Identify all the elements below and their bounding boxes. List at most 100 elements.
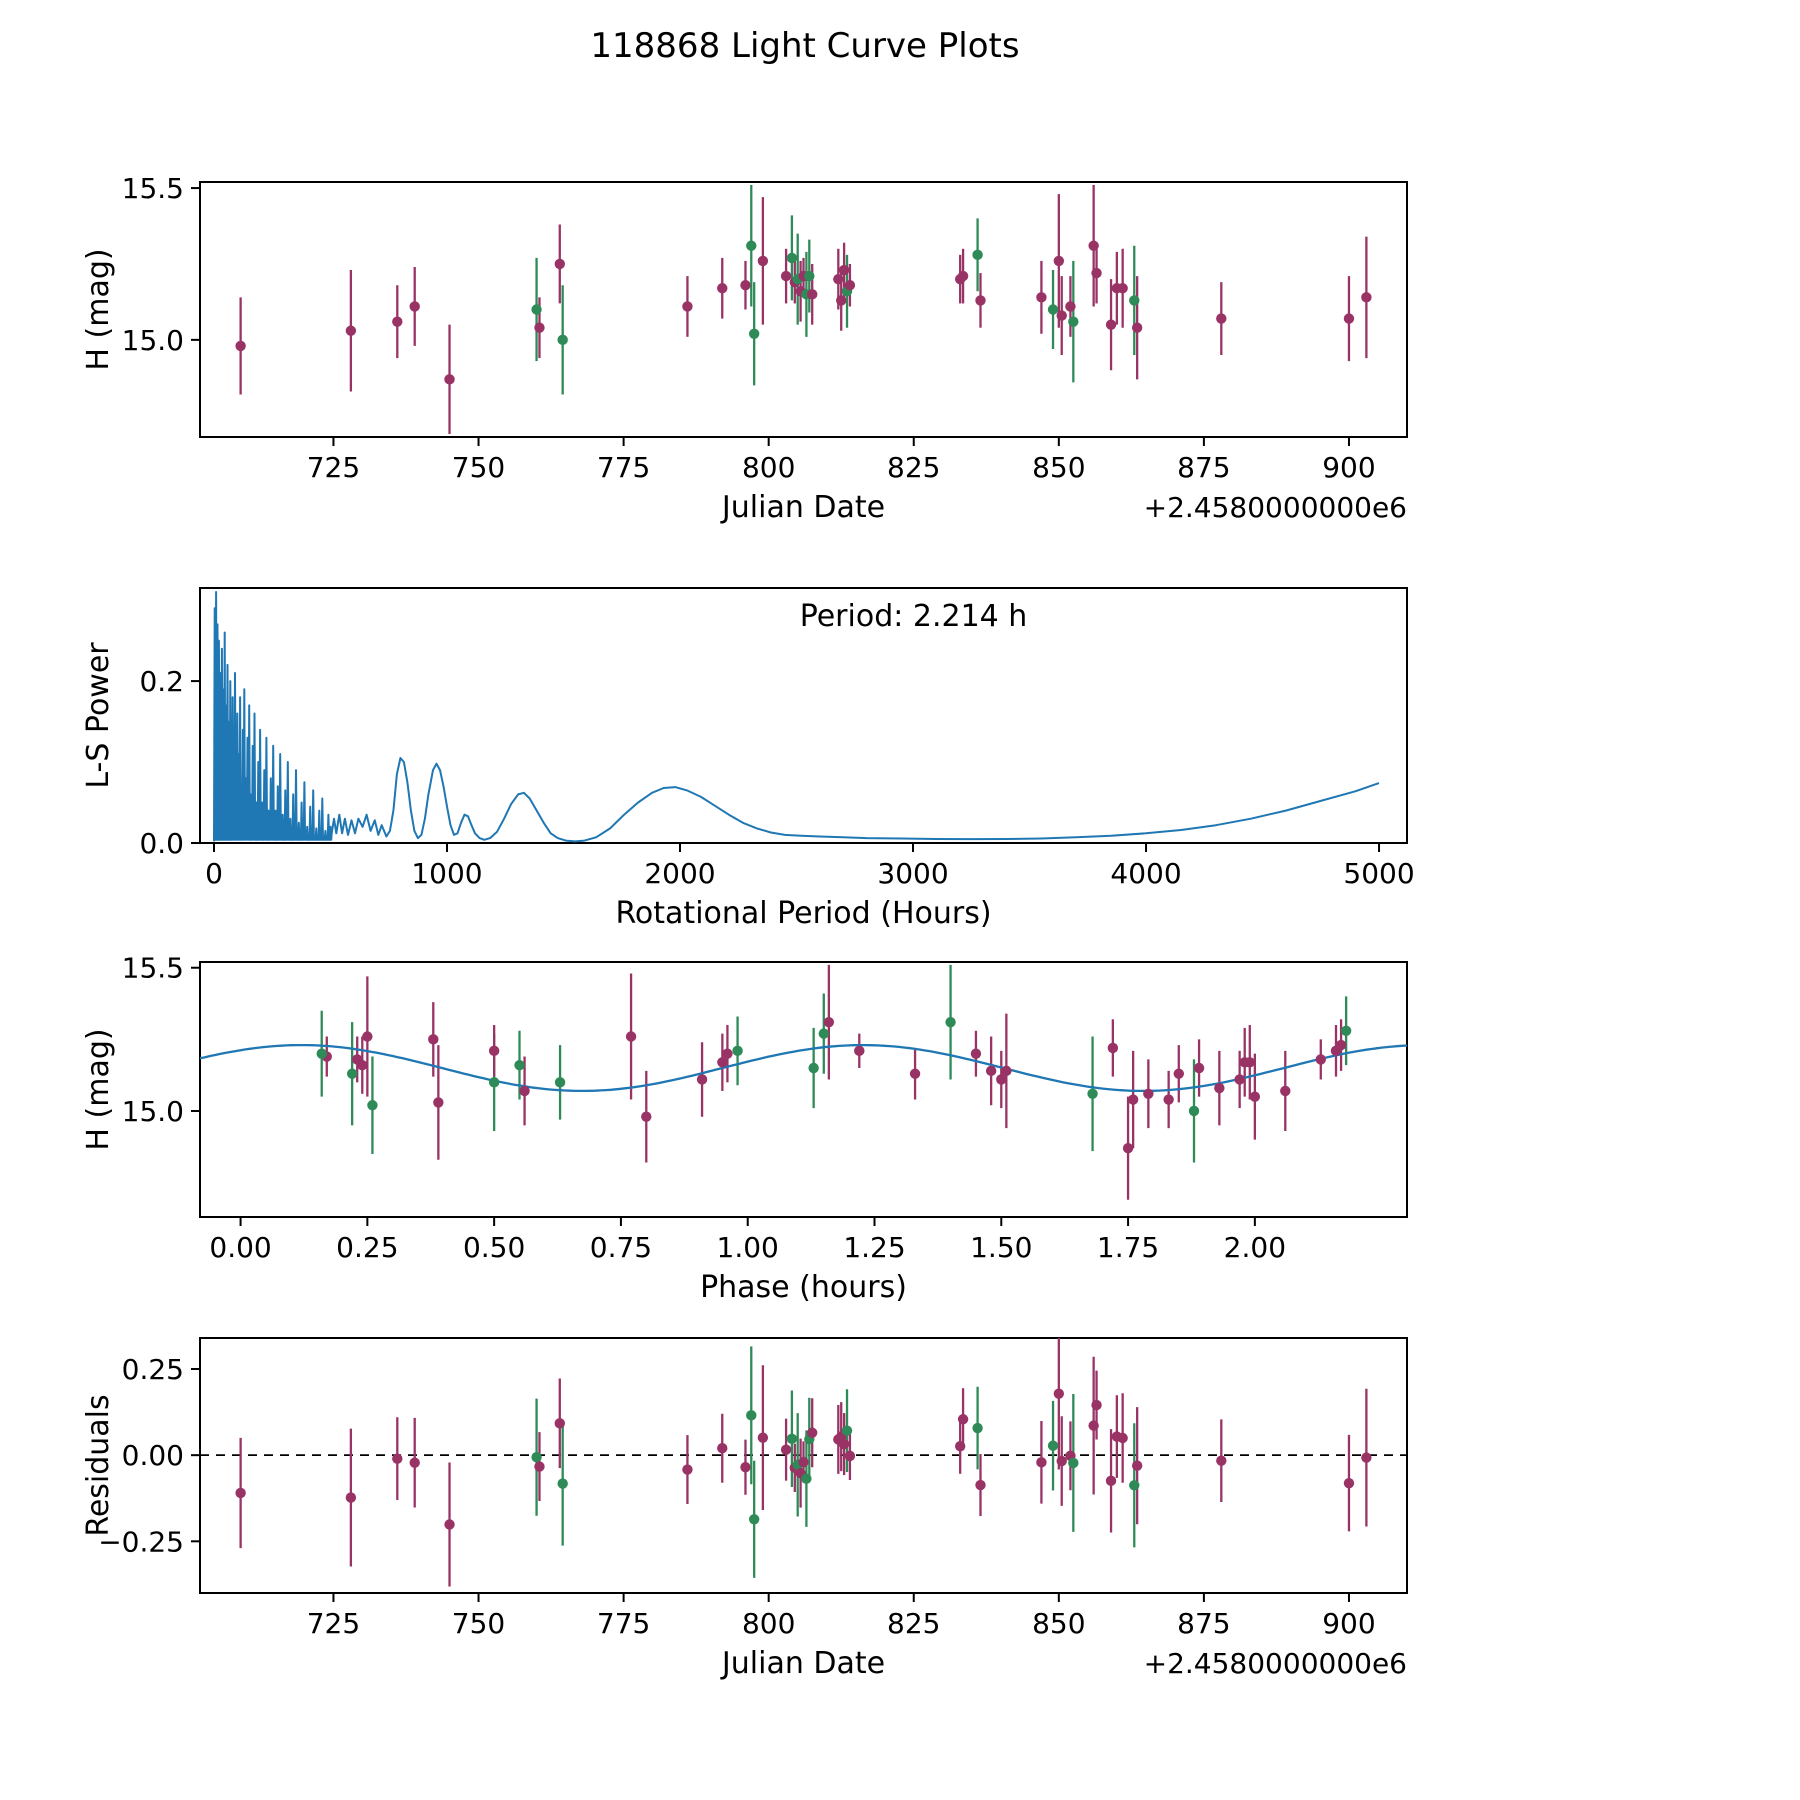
x-tick-label: 0.00 [209,1231,271,1264]
x-tick-label: 800 [742,451,795,484]
y-tick-label: 15.0 [122,1095,184,1128]
data-point [1088,1420,1099,1431]
data-point [804,270,815,282]
data-point [838,264,850,276]
x-axis-label: Julian Date [720,490,885,525]
data-layer [235,185,1372,434]
x-tick-label: 1.00 [717,1231,779,1264]
data-point [682,301,693,312]
data-point [488,1077,500,1088]
data-point [1091,267,1102,279]
x-axis-label: Phase (hours) [700,1270,907,1305]
data-point [1036,292,1047,303]
x-tick-label: 5000 [1343,857,1414,890]
x-tick-label: 850 [1032,451,1085,484]
x-tick-label: 0.50 [463,1231,525,1264]
data-point [786,252,798,264]
x-tick-label: 0.75 [590,1231,652,1264]
data-point [975,1479,986,1491]
data-point [1131,322,1143,333]
data-point [362,1031,373,1042]
data-point [1105,1475,1117,1487]
y-axis-label: Residuals [81,1394,116,1536]
data-point [1343,313,1355,324]
data-point [1047,304,1059,315]
data-point [514,1059,525,1071]
data-point [748,1514,760,1525]
data-point [1105,319,1117,330]
data-point [641,1111,652,1122]
data-point [1361,292,1372,303]
data-point [1091,1399,1102,1411]
data-point [235,1487,246,1499]
y-tick-label: −0.25 [98,1525,184,1558]
x-tick-label: 2000 [644,857,715,890]
data-point [1056,1455,1067,1467]
data-point [444,374,455,385]
data-point [975,295,986,306]
data-point [957,270,969,282]
axis-frame [199,587,1408,844]
data-point [444,1519,455,1530]
data-point [409,301,420,312]
data-point [836,295,847,306]
x-tick-label: 900 [1322,1607,1375,1640]
x-tick-label: 825 [887,451,940,484]
y-axis-label: L-S Power [81,642,116,789]
data-point [1117,1432,1128,1444]
data-point [1053,1388,1065,1399]
y-tick-label: 15.5 [122,952,184,985]
data-point [954,1441,966,1452]
y-tick-label: 15.5 [122,172,184,205]
data-point [746,1410,757,1421]
axis-frame [199,1337,1408,1594]
data-point [972,249,983,261]
data-point [316,1048,327,1059]
data-point [392,1453,403,1464]
data-point [844,280,856,291]
data-point [1188,1105,1200,1117]
data-point [780,270,792,282]
x-tick-label: 850 [1032,1607,1085,1640]
data-point [235,340,246,352]
axis-frame [199,961,1408,1218]
data-point [345,1492,357,1503]
x-axis-label: Julian Date [720,1646,885,1681]
data-point [801,1473,812,1484]
y-tick-label: 15.0 [122,324,184,357]
data-point [1216,1455,1227,1466]
data-point [554,258,565,270]
data-point [1068,316,1079,327]
data-point [1280,1085,1291,1097]
data-point [823,1016,835,1028]
data-point [1343,1477,1355,1489]
x-tick-label: 725 [307,451,360,484]
data-point [757,255,769,267]
data-point [909,1068,921,1079]
data-point [807,289,818,300]
data-point [780,1444,792,1455]
data-point [748,328,760,339]
data-point [554,1418,565,1429]
figure-title: 118868 Light Curve Plots [590,26,1020,66]
data-point [1087,1088,1098,1099]
data-point [1068,1457,1079,1469]
data-point [972,1422,983,1434]
data-point [1214,1082,1225,1094]
data-point [717,1057,728,1068]
data-point [1163,1094,1174,1105]
data-point [746,240,757,251]
data-point [531,1451,542,1463]
data-point [1047,1440,1059,1451]
data-point [1056,310,1067,321]
x-tick-label: 825 [887,1607,940,1640]
fit-curve-line [200,1043,1407,1093]
data-point [717,283,728,294]
x-tick-label: 1.50 [970,1231,1032,1264]
data-point [1193,1062,1205,1074]
data-point [1143,1088,1154,1099]
panel-residuals: 725 750 775 800 825 850 875 900 −0.25 0.00 0.25 Jul… [81,1337,1408,1681]
data-point [1127,1094,1139,1105]
data-point [534,322,545,333]
data-point [1001,1065,1012,1077]
